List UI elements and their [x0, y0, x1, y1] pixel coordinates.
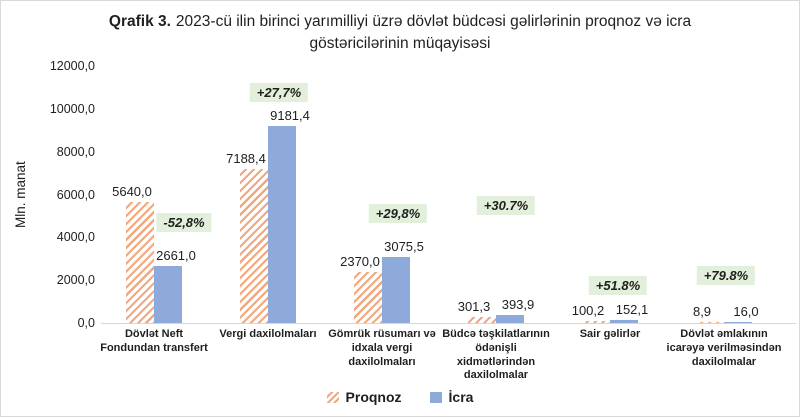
change-badge: +79.8%: [696, 266, 756, 285]
category-label: Dövlət Neft Fondundan transfert: [100, 328, 208, 354]
value-label-proqnoz: 7188,4: [226, 151, 266, 167]
y-tick-label: 6000,0: [56, 187, 95, 202]
bar-icra: [154, 266, 182, 323]
value-label-proqnoz: 301,3: [457, 298, 491, 314]
value-label-icra: 2661,0: [156, 248, 196, 264]
value-label-proqnoz: 8,9: [692, 304, 712, 319]
y-tick-label: 8000,0: [56, 144, 95, 159]
y-tick-label: 12000,0: [49, 59, 95, 73]
value-label-icra: 16,0: [733, 304, 759, 319]
proqnoz-legend-swatch-icon: [326, 391, 339, 403]
value-label-icra: 9181,4: [270, 108, 310, 124]
category-label: Vergi daxilolmaları: [219, 328, 317, 340]
change-badge: -52,8%: [156, 213, 212, 232]
chart-title: Qrafik 3. 2023-cü ilin birinci yarımilliy…: [1, 11, 799, 56]
category-label: Sair gəlirlər: [579, 328, 641, 340]
chart-title-rest: 2023-cü ilin birinci yarımilliyi üzrə dö…: [175, 13, 692, 53]
value-label-icra: 3075,5: [384, 239, 424, 255]
change-badge: +30.7%: [476, 196, 536, 215]
proqnoz-legend-label: Proqnoz: [345, 389, 402, 405]
legend: Proqnoz İcra: [1, 389, 799, 405]
bar-icra: [268, 126, 296, 323]
y-tick-label: 4000,0: [56, 230, 95, 245]
bar-proqnoz: [468, 316, 496, 323]
value-label-icra: 152,1: [615, 301, 649, 317]
bar-icra: [724, 322, 752, 323]
bar-proqnoz: [240, 169, 268, 323]
category-label: Büdcə təşkilatlarının ödənişli xidmətlər…: [442, 328, 550, 382]
bar-proqnoz: [126, 202, 154, 323]
bar-proqnoz: [354, 272, 382, 323]
category-label: Gömrük rüsumarı və idxala vergi daxilolm…: [328, 328, 436, 368]
category-label: Dövlət əmlakının icarəyə verilməsindən d…: [666, 328, 782, 368]
bar-proqnoz: [696, 322, 724, 323]
value-label-proqnoz: 5640,0: [112, 184, 152, 200]
y-tick-label: 2000,0: [56, 273, 95, 288]
plot-area: 5640,0 2661,0 -52,8% 7188,4 9181,4 +27,7% 2370…: [101, 66, 796, 324]
value-label-proqnoz: 100,2: [571, 302, 605, 318]
chart-title-text: Qrafik 3. 2023-cü ilin birinci yarımilliy…: [100, 11, 700, 56]
change-badge: +51.8%: [588, 276, 648, 295]
bar-icra: [496, 314, 524, 323]
bar-proqnoz: [582, 320, 610, 323]
icra-legend-swatch-icon: [429, 391, 442, 403]
bar-icra: [382, 257, 410, 323]
bar-icra: [610, 319, 638, 323]
change-badge: +29,8%: [368, 204, 428, 223]
value-label-proqnoz: 2370,0: [340, 254, 380, 270]
y-tick-label: 0,0: [77, 316, 95, 330]
value-label-icra: 393,9: [501, 296, 535, 312]
y-tick-label: 10000,0: [49, 101, 95, 116]
chart-title-prefix: Qrafik 3.: [108, 13, 171, 30]
icra-legend-label: İcra: [448, 389, 474, 405]
change-badge: +27,7%: [249, 83, 309, 102]
